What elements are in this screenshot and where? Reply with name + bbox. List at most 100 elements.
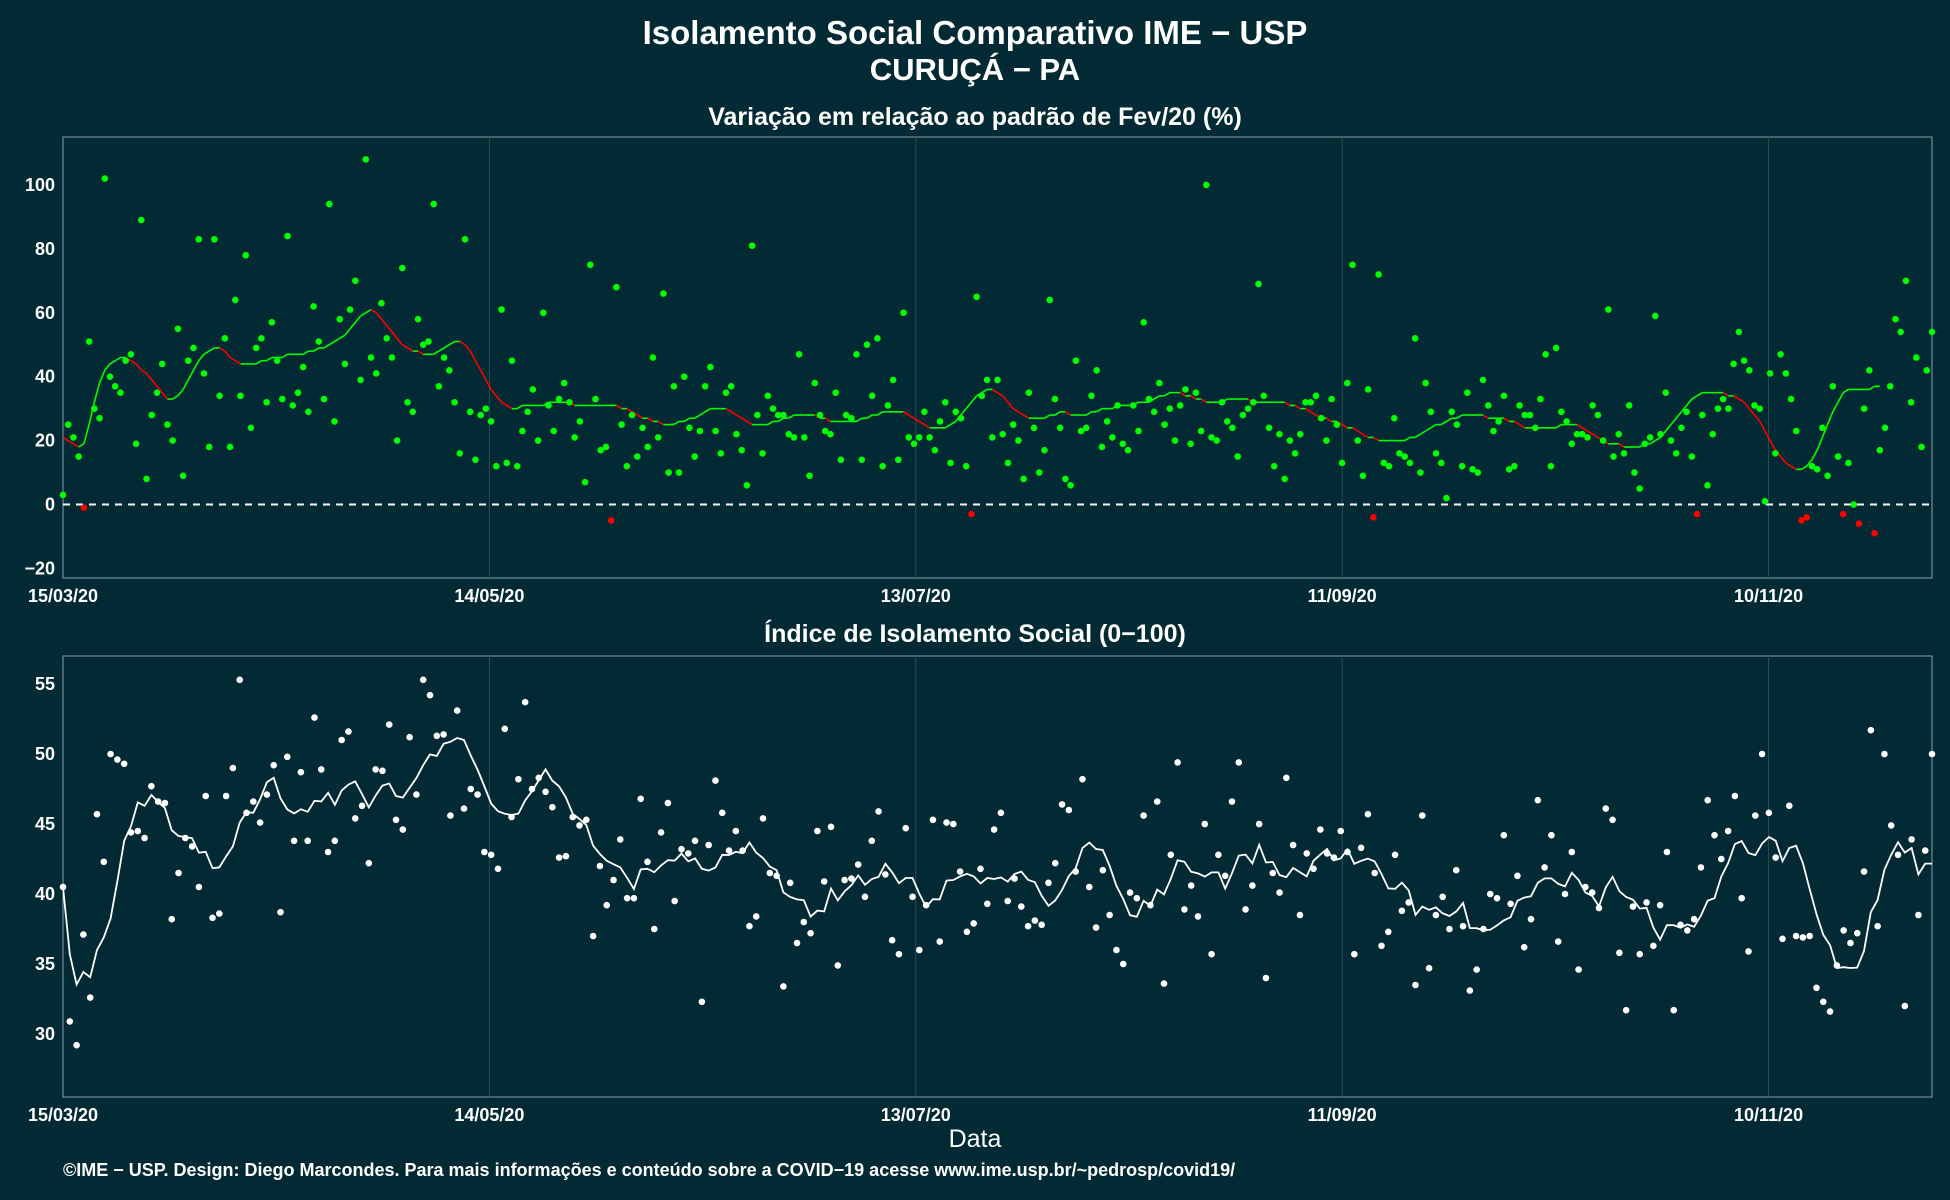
data-point xyxy=(209,914,216,922)
data-point xyxy=(294,389,302,396)
moving-average-segment xyxy=(1362,433,1369,439)
data-point xyxy=(1622,1006,1630,1014)
data-point xyxy=(1182,386,1189,393)
data-point xyxy=(1643,899,1650,906)
data-point xyxy=(1085,883,1093,891)
y-tick-label: 20 xyxy=(35,431,55,451)
data-point xyxy=(1718,855,1725,863)
moving-average-segment xyxy=(997,391,1004,397)
moving-average-segment xyxy=(1419,430,1427,435)
moving-average-segment xyxy=(1153,395,1160,400)
moving-average-segment xyxy=(151,379,158,387)
data-point xyxy=(956,868,964,875)
data-point xyxy=(1458,462,1466,470)
data-point xyxy=(1575,966,1582,973)
data-point xyxy=(1923,366,1931,374)
moving-average-segment xyxy=(1837,392,1844,403)
data-point xyxy=(1385,462,1393,470)
data-point xyxy=(1616,949,1623,957)
moving-average-segment xyxy=(375,312,383,320)
data-point xyxy=(618,421,625,428)
data-point xyxy=(701,382,709,390)
data-point xyxy=(1453,421,1461,428)
data-point xyxy=(1867,726,1875,734)
data-point xyxy=(1017,903,1025,910)
moving-average-segment xyxy=(114,356,121,362)
data-point xyxy=(1824,472,1831,480)
data-point xyxy=(1009,421,1017,428)
data-point xyxy=(1187,882,1195,889)
data-point xyxy=(999,430,1007,438)
data-point xyxy=(1629,903,1637,910)
data-point xyxy=(827,823,835,831)
data-point xyxy=(678,845,685,853)
data-point xyxy=(1860,405,1868,412)
moving-average-segment xyxy=(746,420,753,426)
data-point xyxy=(226,443,234,451)
moving-average-segment xyxy=(1691,395,1698,400)
data-point xyxy=(392,816,400,824)
data-point xyxy=(247,424,255,432)
data-point xyxy=(1527,915,1535,923)
data-point xyxy=(1343,379,1351,387)
data-point xyxy=(169,437,176,444)
data-point xyxy=(1636,950,1644,958)
moving-average-segment xyxy=(130,360,137,365)
data-point xyxy=(576,418,584,425)
data-point xyxy=(623,462,631,470)
moving-average-segment xyxy=(1404,436,1411,442)
moving-average-segment xyxy=(1325,417,1333,423)
data-point xyxy=(1378,942,1385,950)
moving-average-segment xyxy=(1826,411,1834,425)
data-point xyxy=(842,411,850,419)
data-point xyxy=(346,306,354,313)
data-point xyxy=(1871,529,1878,537)
data-point xyxy=(1541,864,1548,871)
moving-average-segment xyxy=(741,417,748,423)
data-point xyxy=(1113,946,1120,954)
data-point xyxy=(96,414,103,422)
data-point xyxy=(1860,868,1868,875)
data-point xyxy=(447,812,454,819)
data-point xyxy=(1405,899,1412,906)
data-point xyxy=(1417,469,1424,476)
data-point xyxy=(1024,922,1032,930)
moving-average-segment xyxy=(1618,443,1625,448)
moving-average-segment xyxy=(479,369,487,381)
data-point xyxy=(529,386,537,393)
data-point xyxy=(970,920,978,927)
data-point xyxy=(1787,395,1795,403)
moving-average-segment xyxy=(391,331,398,339)
data-point xyxy=(827,430,834,438)
data-point xyxy=(941,398,949,406)
data-point xyxy=(508,813,515,821)
data-point xyxy=(589,932,597,940)
data-point xyxy=(739,847,746,854)
data-point xyxy=(1255,280,1262,288)
moving-average-segment xyxy=(1085,411,1092,416)
data-point xyxy=(1088,392,1095,400)
data-point xyxy=(1534,796,1542,804)
data-point xyxy=(748,242,756,249)
data-point xyxy=(1432,450,1440,457)
data-point xyxy=(1652,312,1659,320)
data-point xyxy=(1160,980,1168,987)
y-tick-label: 35 xyxy=(35,954,55,974)
moving-average-segment xyxy=(1294,404,1301,410)
data-point xyxy=(978,392,986,400)
moving-average-segment xyxy=(1748,408,1756,416)
moving-average-segment xyxy=(344,328,351,336)
data-point xyxy=(1719,395,1727,403)
x-tick-label: 14/05/20 xyxy=(454,586,524,606)
data-point xyxy=(1135,427,1142,435)
data-point xyxy=(1684,927,1691,934)
moving-average-segment xyxy=(1425,427,1432,432)
moving-average-segment xyxy=(161,392,169,400)
data-point xyxy=(1697,864,1705,871)
moving-average-segment xyxy=(469,350,477,362)
data-point xyxy=(1197,427,1205,435)
data-point xyxy=(494,865,502,873)
data-point xyxy=(1473,966,1480,973)
data-point xyxy=(1568,440,1576,448)
data-point xyxy=(800,918,808,926)
